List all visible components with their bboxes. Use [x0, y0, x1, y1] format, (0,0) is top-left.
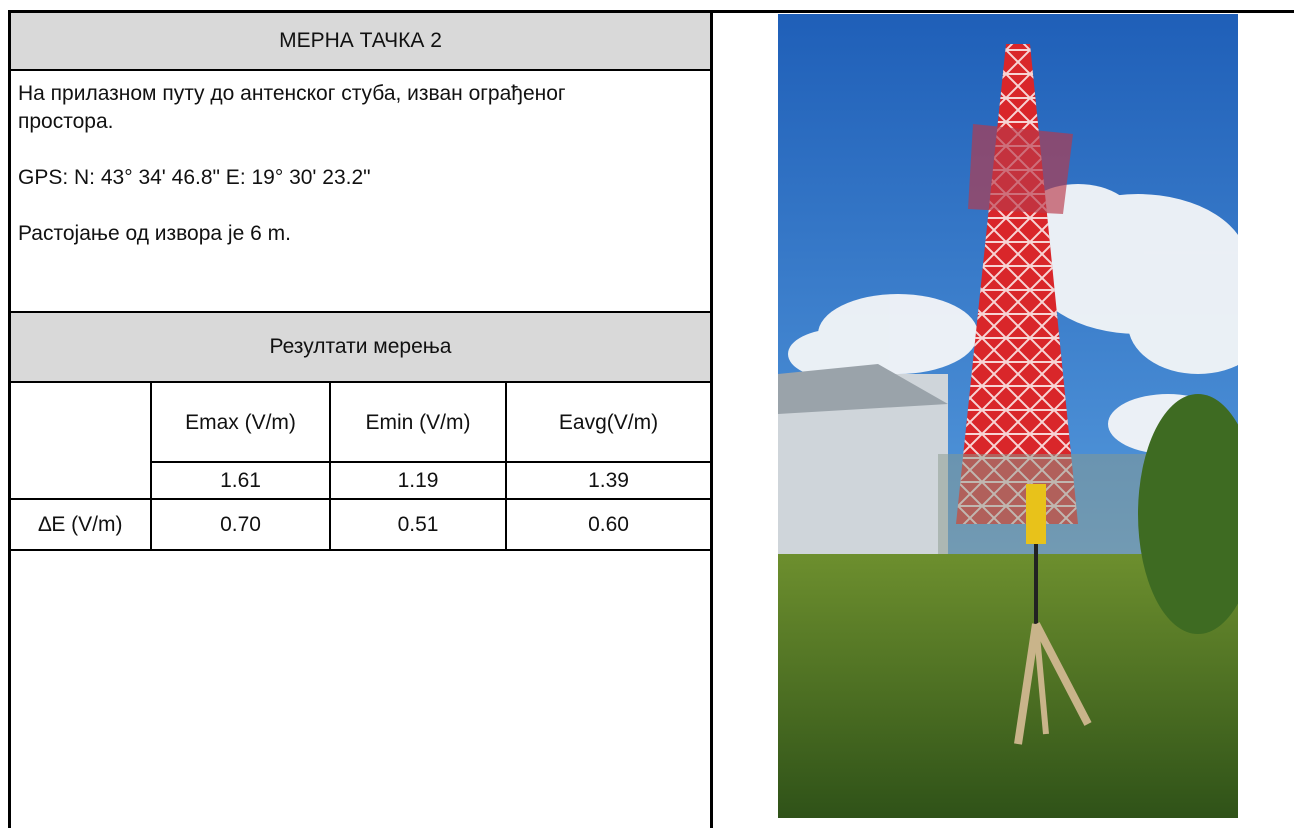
grid-line: [11, 549, 710, 551]
paragraph: Растојање од извора је 6 m.: [18, 220, 578, 248]
value: 1.39: [507, 463, 710, 498]
delta-label: ∆E (V/m): [11, 500, 150, 549]
border: [710, 10, 713, 828]
delta-value: 0.70: [152, 500, 329, 549]
delta-value: 0.51: [331, 500, 505, 549]
paragraph: На прилазном путу до антенског стуба, из…: [18, 80, 578, 136]
column-header: Eavg(V/m): [507, 385, 710, 461]
paragraph: GPS: N: 43° 34' 46.8" E: 19° 30' 23.2": [18, 164, 578, 192]
description: На прилазном путу до антенског стуба, из…: [18, 80, 578, 276]
column-header: Emax (V/m): [152, 385, 329, 461]
results-title: Резултати мерења: [11, 311, 710, 383]
border: [8, 10, 11, 828]
column-header: Emin (V/m): [331, 385, 505, 461]
delta-value: 0.60: [507, 500, 710, 549]
document: МЕРНА ТАЧКА 2 На прилазном путу до антен…: [0, 0, 1294, 828]
value: 1.19: [331, 463, 505, 498]
photo: [778, 14, 1238, 818]
header-title: МЕРНА ТАЧКА 2: [11, 13, 710, 71]
value: 1.61: [152, 463, 329, 498]
page: {"header":{"title":"МЕРНА ТАЧКА 2"}, "de…: [0, 0, 1294, 828]
